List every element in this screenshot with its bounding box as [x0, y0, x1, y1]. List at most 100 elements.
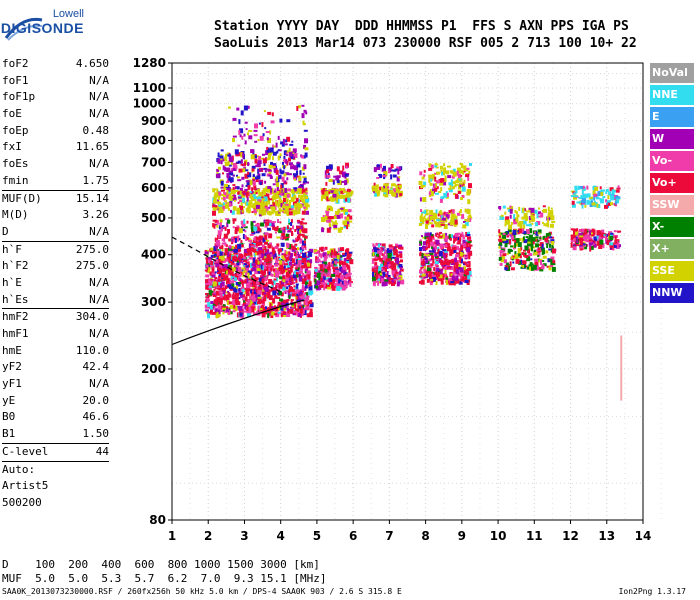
echo-dot: [336, 286, 341, 291]
echo-dot: [228, 190, 231, 196]
echo-dot: [570, 236, 573, 240]
echo-dot: [523, 239, 528, 244]
echo-dot: [264, 190, 266, 195]
echo-dot: [227, 256, 232, 260]
echo-dot: [349, 281, 352, 287]
echo-dot: [336, 266, 339, 270]
echo-dot: [258, 254, 262, 258]
echo-dot: [294, 311, 297, 315]
echo-dot: [526, 224, 529, 227]
echo-dot: [303, 310, 307, 316]
echo-dot: [281, 253, 285, 256]
echo-dot: [536, 240, 540, 243]
echo-dot: [292, 148, 297, 153]
y-tick-label: 500: [141, 211, 166, 225]
echo-dot: [253, 276, 256, 279]
echo-dot: [336, 175, 341, 178]
echo-dot: [261, 296, 265, 302]
echo-dot: [237, 160, 242, 164]
echo-dot: [605, 233, 609, 237]
x-tick-label: 9: [458, 529, 466, 543]
echo-dot: [434, 176, 437, 182]
echo-dot: [231, 283, 235, 288]
echo-dot: [431, 224, 435, 228]
echo-dot: [272, 183, 276, 186]
echo-dot: [277, 203, 280, 208]
echo-dot: [468, 250, 473, 256]
echo-dot: [227, 300, 229, 305]
echo-dot: [210, 301, 214, 304]
echo-dot: [300, 289, 304, 294]
echo-dot: [576, 238, 579, 244]
echo-dot: [584, 194, 588, 199]
echo-dot: [328, 179, 333, 182]
echo-dot: [252, 302, 255, 305]
echo-dot: [217, 191, 222, 196]
echo-dot: [217, 287, 222, 290]
echo-dot: [285, 172, 290, 176]
param-row: h`F 275.0: [2, 242, 109, 259]
echo-dot: [502, 253, 507, 257]
echo-dot: [268, 198, 273, 201]
echo-dot: [289, 143, 294, 146]
echo-dot: [574, 231, 579, 236]
echo-dot: [301, 218, 305, 221]
echo-dot: [306, 210, 309, 215]
echo-dot: [244, 140, 247, 145]
echo-dot: [579, 240, 583, 246]
echo-dot: [224, 285, 227, 289]
echo-dot: [373, 247, 378, 253]
echo-dot: [240, 220, 245, 225]
echo-dot: [305, 111, 308, 115]
echo-dot: [537, 232, 541, 235]
echo-dot: [389, 277, 394, 280]
echo-dot: [285, 251, 288, 255]
echo-dot: [308, 312, 313, 318]
echo-dot: [225, 268, 230, 273]
echo-dot: [385, 266, 387, 272]
echo-dot: [298, 313, 302, 317]
y-tick-label: 600: [141, 181, 166, 195]
echo-dot: [419, 197, 422, 202]
echo-dot: [261, 271, 264, 276]
echo-dot: [208, 289, 212, 295]
echo-dot: [217, 152, 220, 158]
echo-dot: [286, 272, 289, 277]
echo-dot: [376, 164, 380, 168]
param-value: N/A: [89, 292, 109, 306]
echo-dot: [222, 251, 225, 256]
echo-dot: [344, 274, 349, 277]
legend-item: SSE: [650, 261, 694, 281]
echo-dot: [589, 230, 593, 236]
echo-dot: [498, 232, 502, 238]
echo-dot: [538, 215, 542, 218]
echo-dot: [441, 171, 444, 176]
echo-dot: [243, 248, 248, 253]
echo-dot: [257, 139, 260, 142]
echo-dot: [230, 209, 232, 213]
echo-dot: [232, 135, 237, 138]
echo-dot: [252, 283, 256, 287]
echo-dot: [534, 209, 538, 214]
echo-dot: [614, 200, 617, 205]
echo-dot: [342, 252, 347, 255]
echo-dot: [374, 188, 378, 193]
echo-dot: [227, 219, 231, 224]
echo-dot: [236, 262, 240, 266]
echo-dot: [528, 209, 531, 212]
echo-dot: [338, 279, 342, 283]
echo-dot: [526, 266, 531, 270]
echo-dot: [243, 263, 247, 266]
echo-dot: [428, 165, 431, 168]
echo-dot: [602, 243, 605, 249]
echo-dot: [292, 240, 296, 243]
echo-dot: [536, 221, 541, 225]
echo-dot: [228, 175, 231, 181]
echo-dot: [443, 192, 448, 198]
param-row: C-level 44: [2, 444, 109, 461]
echo-dot: [229, 281, 234, 284]
station-header: Station YYYY DAY DDD HHMMSS P1 FFS S AXN…: [214, 18, 637, 52]
echo-dot: [242, 168, 246, 173]
echo-dot: [261, 253, 264, 259]
echo-dot: [232, 226, 235, 229]
